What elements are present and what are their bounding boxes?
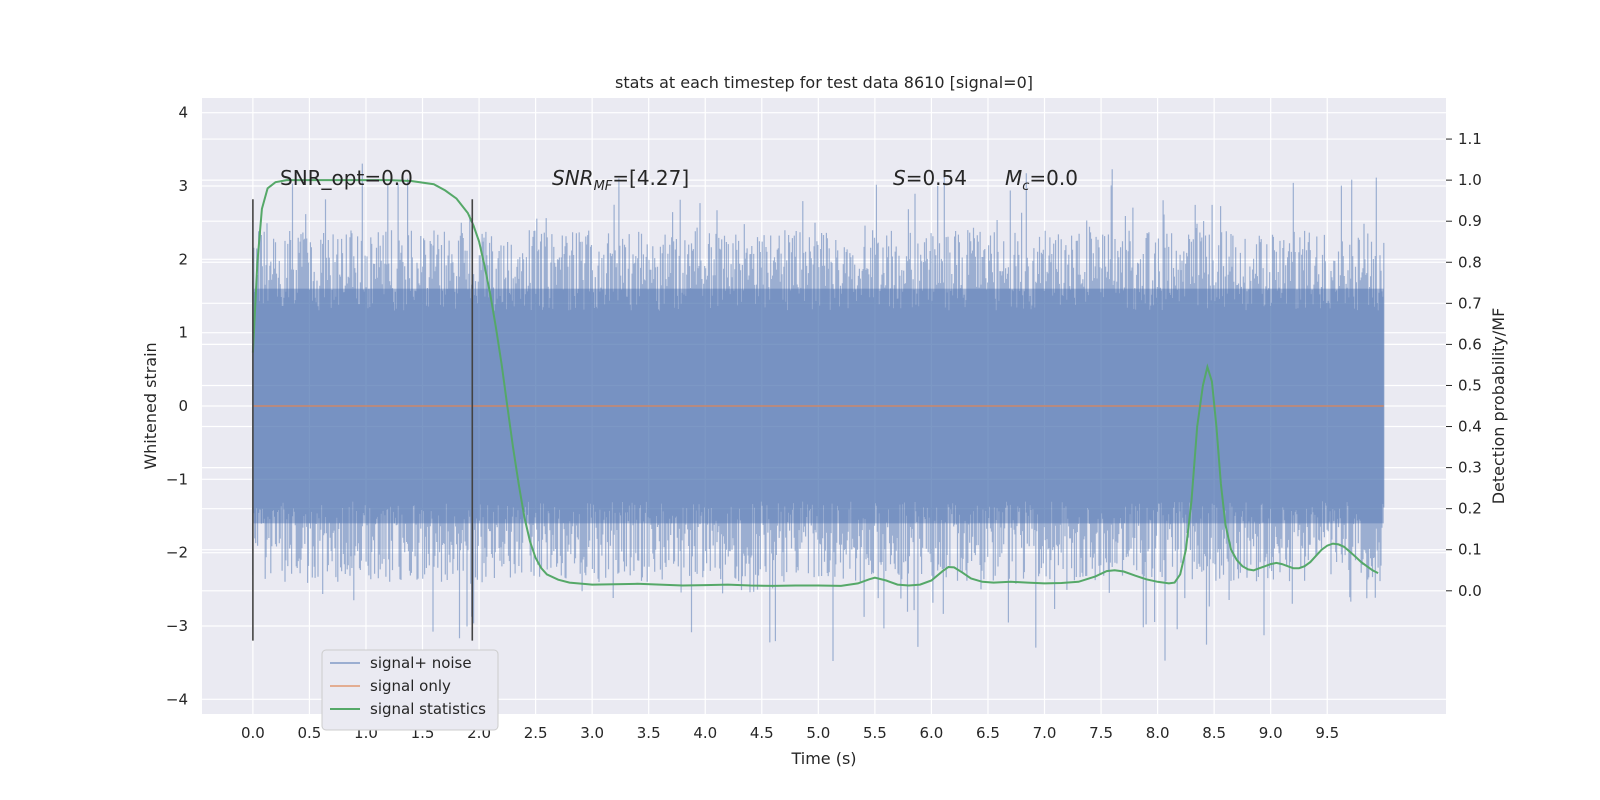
x-tick-label: 8.0 — [1146, 724, 1170, 742]
y-axis-label: Whitened strain — [141, 342, 160, 469]
y2-tick-labels: 1.1 1.0 0.9 0.8 0.7 0.6 0.5 0.4 0.3 0.2 0.1 0.0 — [1446, 130, 1482, 600]
s-symbol: S — [893, 166, 906, 190]
x-tick-label: 7.0 — [1033, 724, 1057, 742]
x-tick-label: 8.5 — [1202, 724, 1226, 742]
y2-tick-label: 0.1 — [1458, 541, 1482, 559]
snr-mf-value: =[4.27] — [612, 166, 689, 190]
annotation-snr-mf: SNRMF=[4.27] — [552, 166, 689, 194]
x-axis-label: Time (s) — [790, 749, 856, 768]
mc-subscript: c — [1022, 179, 1029, 194]
x-tick-label: 7.5 — [1089, 724, 1113, 742]
signal-statistics-line — [251, 179, 1379, 587]
y2-tick-label: 0.7 — [1458, 294, 1482, 312]
annotation-snr-opt: SNR_opt=0.0 — [280, 166, 413, 190]
legend-label-signal-statistics: signal statistics — [370, 700, 486, 718]
x-tick-label: 3.0 — [580, 724, 604, 742]
y-tick-labels: 4 3 2 1 0 −1 −2 −3 −4 — [166, 104, 188, 709]
mc-value: =0.0 — [1029, 166, 1078, 190]
y-tick-label: −1 — [166, 470, 188, 488]
y2-tick-label: 0.6 — [1458, 335, 1482, 353]
y-tick-label: −4 — [166, 690, 188, 708]
legend-label-signal-noise: signal+ noise — [370, 654, 472, 672]
x-tick-label: 2.5 — [524, 724, 548, 742]
y-tick-label: −3 — [166, 617, 188, 635]
y2-tick-label: 1.1 — [1458, 130, 1482, 148]
y-tick-label: 3 — [178, 177, 188, 195]
legend: signal+ noise signal only signal statist… — [321, 649, 499, 731]
x-tick-label: 0.0 — [241, 724, 265, 742]
y2-tick-label: 0.2 — [1458, 500, 1482, 518]
y-tick-label: −2 — [166, 544, 188, 562]
x-tick-labels: 0.0 0.5 1.0 1.5 2.0 2.5 3.0 3.5 4.0 4.5 5.0 5.5 6.0 6… — [241, 724, 1339, 742]
y2-tick-label: 0.8 — [1458, 253, 1482, 271]
y-tick-label: 0 — [178, 397, 188, 415]
chart-title: stats at each timestep for test data 861… — [615, 73, 1033, 92]
x-tick-label: 0.5 — [298, 724, 322, 742]
y2-tick-label: 0.3 — [1458, 459, 1482, 477]
x-tick-label: 3.5 — [637, 724, 661, 742]
mc-symbol: M — [1005, 166, 1022, 190]
y-tick-label: 4 — [178, 104, 188, 122]
y-tick-label: 1 — [178, 324, 188, 342]
x-tick-label: 9.0 — [1259, 724, 1283, 742]
vertical-markers — [252, 199, 474, 641]
x-tick-label: 6.0 — [920, 724, 944, 742]
x-tick-label: 4.0 — [693, 724, 717, 742]
y2-tick-label: 0.4 — [1458, 418, 1482, 436]
x-tick-label: 4.5 — [750, 724, 774, 742]
y2-tick-label: 0.5 — [1458, 376, 1482, 394]
annotation-mc: Mc=0.0 — [1005, 166, 1078, 194]
y2-tick-label: 0.0 — [1458, 582, 1482, 600]
y2-axis-label: Detection probability/MF — [1489, 308, 1508, 505]
y2-tick-label: 1.0 — [1458, 171, 1482, 189]
legend-label-signal-only: signal only — [370, 677, 451, 695]
legend-box — [321, 649, 499, 731]
x-tick-label: 5.5 — [863, 724, 887, 742]
annotation-s: S=0.54 — [893, 166, 967, 190]
line-series — [251, 179, 1384, 587]
x-tick-label: 5.0 — [806, 724, 830, 742]
y-tick-label: 2 — [178, 250, 188, 268]
snr-mf-symbol: SNR — [552, 166, 594, 190]
x-tick-label: 6.5 — [976, 724, 1000, 742]
x-tick-label: 9.5 — [1315, 724, 1339, 742]
y2-tick-label: 0.9 — [1458, 212, 1482, 230]
s-value: =0.54 — [906, 166, 967, 190]
snr-mf-subscript: MF — [594, 179, 613, 194]
